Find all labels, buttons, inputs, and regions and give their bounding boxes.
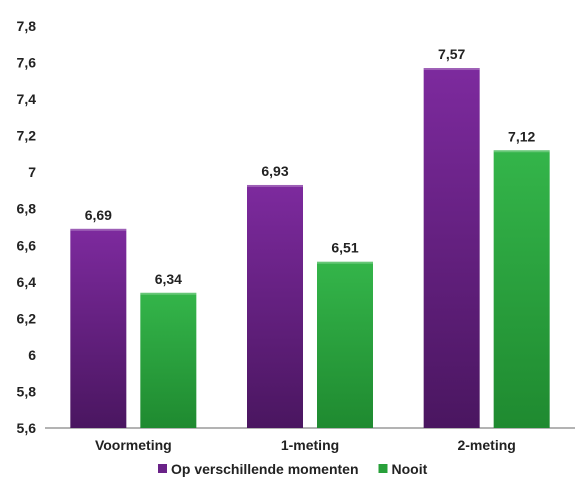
- data-label: 6,69: [85, 207, 112, 223]
- legend-label: Op verschillende momenten: [171, 461, 359, 477]
- x-category-label: 2-meting: [457, 437, 515, 453]
- bar-highlight: [423, 68, 480, 71]
- bar-op-verschillende-momenten-1-meting: [247, 184, 303, 428]
- y-tick-label: 6,4: [17, 274, 37, 290]
- data-labels: 6,69 6,34 6,93 6,51 7,57 7,12: [85, 46, 536, 287]
- data-label: 7,57: [438, 46, 465, 62]
- axes: 5,6 5,8 6 6,2 6,4 6,6 6,8 7 7,2 7,4 7,6 7,8 Voormeti…: [17, 18, 575, 453]
- y-tick-label: 6,8: [17, 201, 37, 217]
- y-tick-label: 7: [28, 164, 36, 180]
- bar-highlight: [493, 150, 550, 153]
- bar-op-verschillende-momenten-voormeting: [70, 228, 127, 428]
- bar-highlight: [70, 228, 127, 231]
- y-tick-label: 6,2: [17, 310, 37, 326]
- bar-highlight: [140, 292, 197, 295]
- legend-swatch: [158, 464, 167, 473]
- data-label: 6,34: [155, 271, 182, 287]
- y-tick-label: 7,6: [17, 55, 37, 71]
- data-label: 6,51: [331, 240, 358, 256]
- legend-swatch: [378, 464, 388, 473]
- bar-op-verschillende-momenten-2-meting: [423, 68, 480, 428]
- y-tick-label: 7,2: [17, 128, 37, 144]
- x-category-label: Voormeting: [95, 437, 172, 453]
- bar-nooit-1-meting: [317, 261, 373, 428]
- data-label: 6,93: [261, 163, 288, 179]
- y-tick-label: 7,8: [17, 18, 37, 34]
- bar-nooit-2-meting: [493, 150, 550, 428]
- bars: [70, 68, 550, 428]
- y-tick-label: 5,6: [17, 420, 37, 436]
- legend: Op verschillende momenten Nooit: [158, 461, 428, 477]
- bar-highlight: [247, 184, 303, 187]
- data-label: 7,12: [508, 128, 535, 144]
- bar-nooit-voormeting: [140, 292, 197, 428]
- y-tick-label: 6: [28, 347, 36, 363]
- y-tick-label: 7,4: [17, 91, 37, 107]
- bar-highlight: [317, 261, 373, 264]
- y-tick-label: 6,6: [17, 237, 37, 253]
- legend-label: Nooit: [392, 461, 428, 477]
- x-category-label: 1-meting: [281, 437, 339, 453]
- y-tick-label: 5,8: [17, 383, 37, 399]
